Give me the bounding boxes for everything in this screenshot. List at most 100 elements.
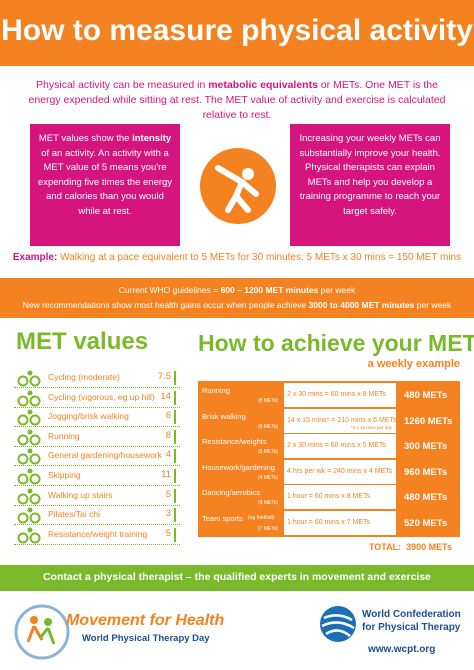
met-value: 14 xyxy=(160,390,176,405)
text: Current WHO guidelines = xyxy=(118,285,221,295)
total-cell: 480 METs xyxy=(398,383,460,407)
activity-icon xyxy=(17,429,41,446)
achieve-title: How to achieve your METs xyxy=(198,330,474,356)
activity-mets: (8 METs) xyxy=(258,398,278,404)
activity-cell: Team sports (eg football) (7 METs) xyxy=(198,511,282,535)
calc-cell: 1 hour = 60 mins x 8 METs xyxy=(284,485,396,510)
row-total: 520 METs xyxy=(404,518,448,529)
contact: Contact a physical therapist – the quali… xyxy=(42,571,432,583)
activity-cell: Running (8 METs) xyxy=(198,383,282,407)
mfh-logo xyxy=(14,604,70,660)
total-cell: 520 METs xyxy=(398,511,460,535)
met-activity: Resistance/weight training xyxy=(48,528,148,539)
intro-text: or METs. One MET is the energy expended … xyxy=(28,79,446,121)
table-row: Running (8 METs) 2 x 30 mins = 60 mins x 8… xyxy=(198,383,460,407)
total-label: TOTAL: xyxy=(368,542,402,552)
total-cell: 480 METs xyxy=(398,485,460,510)
row-total: 960 METs xyxy=(404,466,448,478)
intro-text: Physical activity can be measured in xyxy=(36,79,209,91)
calc: 14 x 15 mins* = 210 mins x 6 METs xyxy=(287,416,397,424)
met-activity: Skipping xyxy=(48,470,81,480)
activity-note: (eg football) xyxy=(248,515,275,521)
guidelines: Current WHO guidelines = 600 – 1200 MET … xyxy=(0,283,474,313)
activity-icon xyxy=(17,448,41,465)
met-value: 3 xyxy=(166,508,176,523)
activity-mets: (5 METs) xyxy=(258,449,278,456)
title: How to measure physical activity xyxy=(1,14,473,47)
intro: Physical activity can be measured in met… xyxy=(26,78,448,123)
activity-icon xyxy=(17,488,41,505)
activity-mets: (4 METs) xyxy=(258,474,278,481)
guideline-line: Current WHO guidelines = 600 – 1200 MET … xyxy=(0,283,474,298)
activity-icon xyxy=(17,507,41,524)
calc: 1 hour = 60 mins x 8 METs xyxy=(287,493,371,501)
met-values-title: MET values xyxy=(16,328,149,355)
table-row: Resistance/weights (5 METs) 2 x 30 mins = … xyxy=(198,434,460,459)
example-text: Walking at a pace equivalent to 5 METs f… xyxy=(57,252,462,263)
met-value: 8 xyxy=(166,429,176,444)
met-value: 6 xyxy=(166,410,176,425)
text: per week xyxy=(414,300,452,310)
activity: Running xyxy=(202,386,230,395)
calc: 1 hour = 60 mins x 7 METs xyxy=(287,519,371,526)
row-total: 480 METs xyxy=(404,390,448,401)
activity: Team sports xyxy=(202,514,243,523)
met-activity: Running xyxy=(48,430,80,441)
met-value: 7.5 xyxy=(158,371,176,385)
header-band xyxy=(0,0,474,66)
activity-cell: Housework/gardening (4 METs) xyxy=(198,459,282,484)
contact-band xyxy=(0,565,474,591)
activity: Dancing/aerobics xyxy=(202,488,260,498)
org-name: World Confederation for Physical Therapy xyxy=(362,608,461,634)
row-total: 480 METs xyxy=(404,492,448,504)
calc-cell: 4 hrs per wk = 240 mins x 4 METs xyxy=(284,459,396,484)
calc-cell: 1 hour = 60 mins x 7 METs xyxy=(284,511,396,535)
right-box-text: Increasing your weekly METs can substant… xyxy=(299,133,441,217)
calc: 2 x 30 mins = 60 mins x 8 METs xyxy=(287,391,387,398)
bold-text: 3000 to 4000 MET minutes xyxy=(308,300,415,310)
wcpt-logo xyxy=(320,606,356,642)
row-total: 300 METs xyxy=(404,441,448,453)
bold-text: 600 – 1200 MET minutes xyxy=(220,285,319,295)
activity-mets: (6 METs) xyxy=(258,423,278,430)
logo-subtitle: World Physical Therapy Day xyxy=(82,633,210,644)
activity: Brisk walking xyxy=(202,411,246,421)
table-row: Brisk walking (6 METs) 14 x 15 mins* = 210… xyxy=(198,408,460,433)
text: MET values show the xyxy=(38,133,133,144)
calc: 2 x 30 mins = 60 mins x 5 METs xyxy=(287,442,387,450)
table-row: Team sports (eg football) (7 METs) 1 hour =… xyxy=(198,511,460,535)
org-line: for Physical Therapy xyxy=(362,622,461,633)
activity-icon xyxy=(17,468,41,485)
met-activity: General gardening/housework xyxy=(48,450,162,461)
logo-title: Movement for Health xyxy=(66,612,225,629)
total-cell: 960 METs xyxy=(398,459,460,484)
text: per week xyxy=(318,285,356,295)
met-activity: Jogging/brisk walking xyxy=(48,411,129,422)
met-activity: Walking up stairs xyxy=(48,489,113,500)
met-value: 11 xyxy=(161,469,176,483)
met-activity: Pilates/Tai chi xyxy=(48,509,100,520)
met-row: Pilates/Tai chi 3 xyxy=(14,505,180,526)
activity-icon xyxy=(17,370,41,387)
met-row: Skipping 11 xyxy=(14,466,180,486)
activity-cell: Dancing/aerobics (8 METs) xyxy=(198,485,282,510)
met-value: 5 xyxy=(166,488,176,503)
stretch-icon xyxy=(200,148,276,224)
guidelines-band xyxy=(0,278,474,318)
activity-mets: (8 METs) xyxy=(258,500,278,507)
right-box xyxy=(290,124,450,246)
achieve-subtitle: a weekly example xyxy=(367,358,460,370)
org-line: World Confederation xyxy=(362,609,461,620)
activity-mets: (7 METs) xyxy=(258,526,278,532)
activity: Housework/gardening xyxy=(202,462,275,472)
example-label: Example: xyxy=(12,252,58,263)
met-row: Jogging/brisk walking 6 xyxy=(14,407,180,428)
text: New recommendations show most health gai… xyxy=(22,300,309,310)
met-value: 4 xyxy=(166,449,176,464)
activity-icon xyxy=(17,527,41,544)
activity-icon xyxy=(17,409,41,426)
text: of an activity. An activity with a MET v… xyxy=(37,147,173,217)
total-value: 3900 METs xyxy=(406,542,452,552)
activity-icon xyxy=(17,390,41,407)
